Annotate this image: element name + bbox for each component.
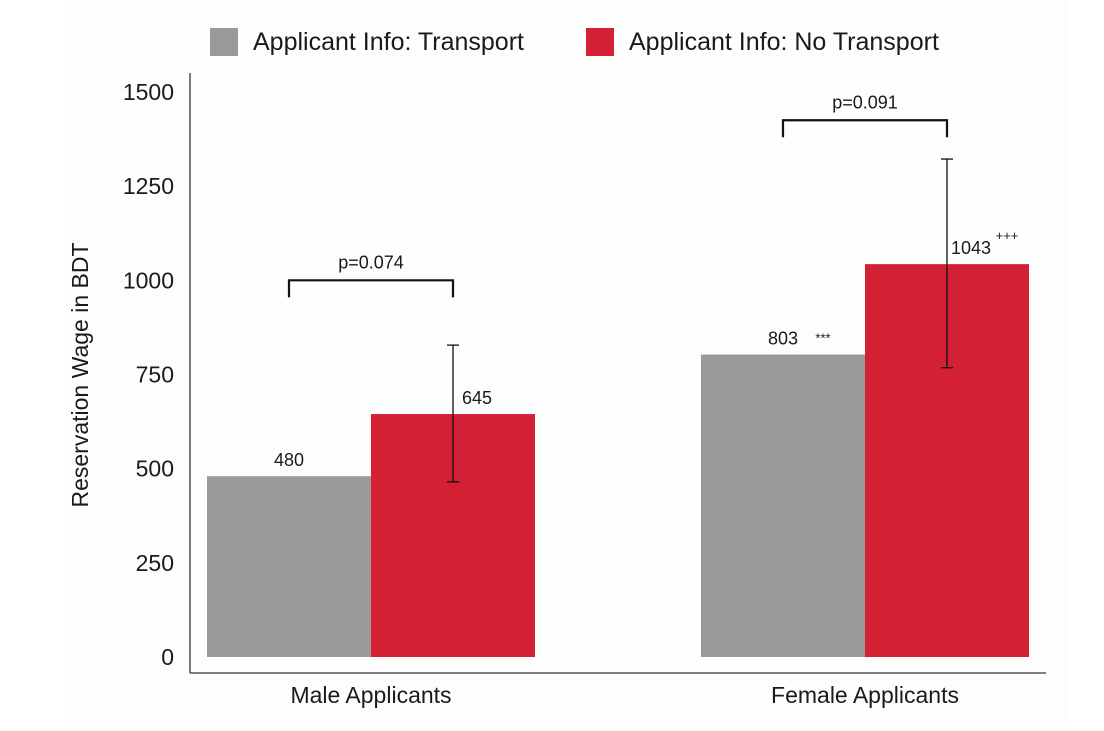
y-tick-label: 250 [136, 550, 174, 576]
x-tick-label: Female Applicants [771, 682, 959, 708]
y-tick-label: 750 [136, 362, 174, 388]
y-tick-label: 1250 [123, 173, 174, 199]
comparison-brackets: p=0.074 p=0.091 [287, 92, 949, 298]
bars [207, 264, 1029, 657]
legend-label: Applicant Info: Transport [253, 28, 524, 56]
data-label: 645 [462, 388, 492, 408]
y-tick-label: 500 [136, 456, 174, 482]
y-axis-title: Reservation Wage in BDT [67, 242, 93, 507]
data-label: 803 [768, 329, 798, 349]
axes: 0 250 500 750 1000 1250 1500 Male Applicants Fem… [67, 73, 1046, 708]
error-bars [447, 158, 953, 483]
legend: Applicant Info: Transport Applicant Info:… [210, 28, 939, 56]
bar [701, 354, 865, 657]
significance-marker: +++ [996, 228, 1019, 243]
significance-marker: *** [815, 331, 830, 346]
bar [207, 476, 371, 657]
y-tick-label: 1000 [123, 267, 174, 293]
data-labels: 480 803 *** 645 1043 +++ [274, 228, 1018, 470]
data-label: 1043 [951, 238, 991, 258]
p-value-label: p=0.074 [338, 252, 404, 272]
y-tick-label: 0 [161, 644, 174, 670]
legend-swatch [210, 28, 238, 56]
legend-label: Applicant Info: No Transport [629, 28, 939, 56]
legend-swatch [586, 28, 614, 56]
y-tick-label: 1500 [123, 79, 174, 105]
p-value-label: p=0.091 [832, 92, 898, 112]
comparison-bracket [781, 119, 949, 138]
comparison-bracket [287, 279, 455, 298]
data-label: 480 [274, 450, 304, 470]
x-tick-label: Male Applicants [290, 682, 451, 708]
